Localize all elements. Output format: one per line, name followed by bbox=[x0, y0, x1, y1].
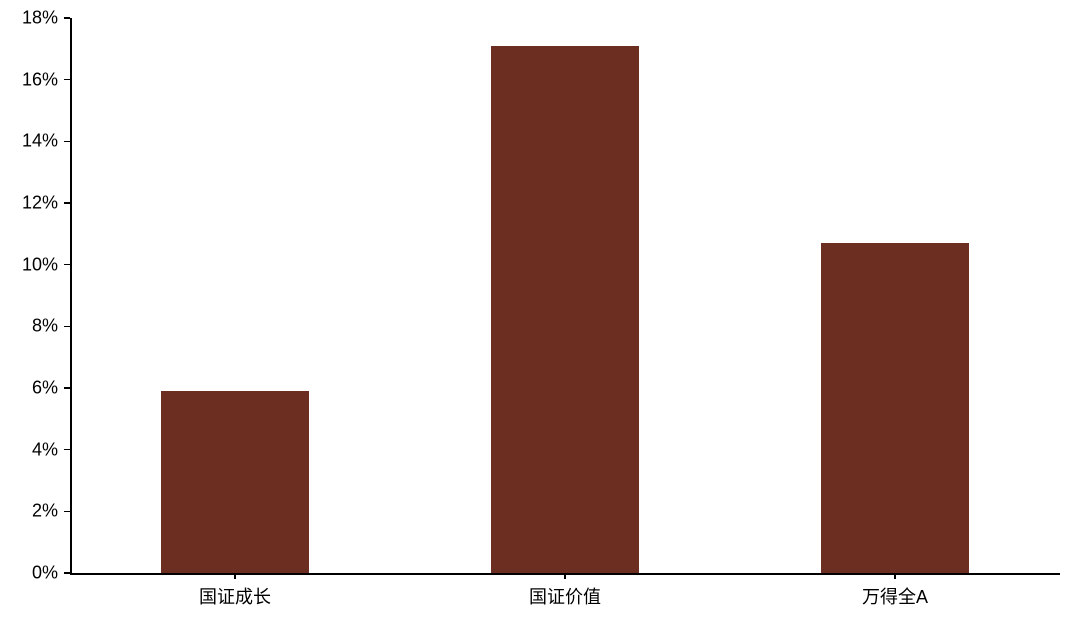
y-tick-label: 12% bbox=[0, 193, 58, 214]
x-tick-label: 国证价值 bbox=[529, 583, 601, 609]
y-tick-mark bbox=[64, 449, 70, 451]
y-tick-label: 0% bbox=[0, 563, 58, 584]
y-tick-mark bbox=[64, 202, 70, 204]
y-tick-mark bbox=[64, 141, 70, 143]
x-tick-mark bbox=[564, 573, 566, 579]
y-tick-mark bbox=[64, 79, 70, 81]
y-tick-label: 18% bbox=[0, 8, 58, 29]
y-tick-label: 10% bbox=[0, 254, 58, 275]
x-tick-mark bbox=[234, 573, 236, 579]
y-tick-mark bbox=[64, 572, 70, 574]
y-tick-label: 4% bbox=[0, 439, 58, 460]
y-tick-mark bbox=[64, 326, 70, 328]
y-tick-label: 14% bbox=[0, 131, 58, 152]
y-tick-label: 6% bbox=[0, 378, 58, 399]
x-tick-label: 国证成长 bbox=[199, 583, 271, 609]
bar bbox=[821, 243, 970, 573]
y-tick-mark bbox=[64, 264, 70, 266]
y-tick-mark bbox=[64, 17, 70, 19]
y-tick-mark bbox=[64, 511, 70, 513]
bar-chart: 0% 2% 4% 6% 8% 10% 12% 14% 16% 18% 国证成长 国证价值 万得全A bbox=[0, 0, 1078, 623]
y-tick-label: 8% bbox=[0, 316, 58, 337]
plot-area bbox=[70, 18, 1060, 573]
y-tick-mark bbox=[64, 387, 70, 389]
y-tick-label: 16% bbox=[0, 69, 58, 90]
bar bbox=[161, 391, 310, 573]
y-tick-label: 2% bbox=[0, 501, 58, 522]
x-tick-mark bbox=[894, 573, 896, 579]
x-tick-label: 万得全A bbox=[862, 583, 928, 609]
bar bbox=[491, 46, 640, 573]
y-axis-line bbox=[70, 18, 72, 573]
